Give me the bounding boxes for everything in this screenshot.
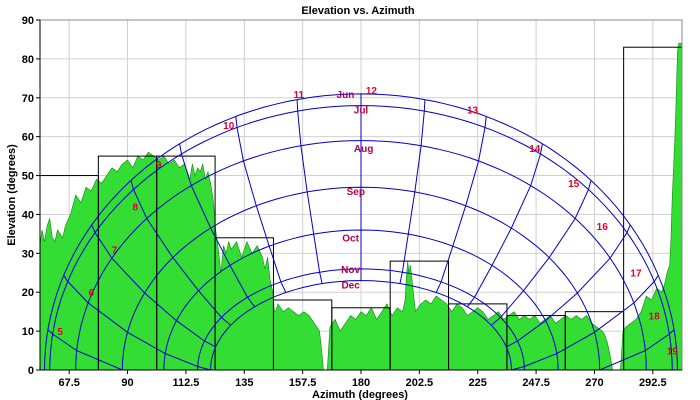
- hour-path-10: [235, 116, 287, 293]
- month-label-jun: Jun: [337, 90, 355, 101]
- hour-label-5: 5: [57, 327, 63, 338]
- y-tick-label-3: 30: [22, 248, 34, 260]
- x-tick-label-6: 202.5: [406, 377, 434, 389]
- y-tick-label-9: 90: [22, 15, 34, 27]
- x-tick-label-8: 247.5: [522, 377, 550, 389]
- hour-path-6: [63, 275, 211, 371]
- y-tick-label-5: 50: [22, 171, 34, 183]
- x-tick-label-2: 112.5: [172, 377, 199, 389]
- path-labels: 5 6 7 8 9 10 11 12 13 14 15 16 17 18 19 Jun Jul Aug Sep Oct…: [57, 86, 678, 358]
- month-label-sep: Sep: [347, 187, 365, 198]
- x-tick-label-3: 135: [235, 377, 253, 389]
- x-tick-label-4: 157.5: [289, 377, 317, 389]
- y-tick-label-2: 20: [22, 287, 34, 299]
- hour-path-15: [466, 143, 543, 308]
- x-tick-label-5: 180: [352, 377, 370, 389]
- month-label-aug: Aug: [354, 144, 373, 155]
- hour-path-7: [91, 224, 216, 348]
- hour-label-18: 18: [649, 311, 661, 322]
- hour-path-8: [130, 180, 232, 326]
- x-tick-label-0: 67.5: [58, 377, 79, 389]
- hour-path-16: [490, 180, 592, 326]
- y-tick-label-1: 10: [22, 326, 34, 338]
- month-label-oct: Oct: [342, 234, 359, 245]
- hour-label-13: 13: [467, 105, 479, 116]
- chart-title: Elevation vs. Azimuth: [301, 5, 415, 17]
- hour-label-11: 11: [293, 90, 304, 101]
- hour-path-11: [296, 99, 323, 284]
- hour-label-17: 17: [630, 269, 642, 280]
- y-tick-label-6: 60: [22, 132, 34, 144]
- x-tick-label-7: 225: [469, 377, 487, 389]
- hour-label-12: 12: [366, 86, 378, 97]
- hour-path-14: [435, 116, 487, 293]
- y-tick-label-0: 0: [28, 365, 34, 377]
- month-label-jul: Jul: [354, 105, 369, 116]
- hour-path-13: [399, 99, 426, 284]
- hour-path-9: [179, 143, 256, 308]
- y-tick-label-4: 40: [22, 209, 34, 221]
- hour-path-18: [511, 275, 659, 371]
- hour-label-6: 6: [88, 288, 94, 299]
- hour-label-8: 8: [133, 203, 139, 214]
- hour-label-10: 10: [223, 121, 235, 132]
- tick-labels: 67.5 90 112.5 135 157.5 180 202.5 225 247.5 270 29…: [22, 15, 667, 389]
- hour-label-16: 16: [597, 222, 609, 233]
- hour-path-17: [506, 224, 631, 348]
- y-axis-label: Elevation (degrees): [6, 144, 18, 246]
- hour-label-14: 14: [529, 144, 541, 155]
- hour-label-19: 19: [667, 346, 679, 357]
- y-tick-label-7: 70: [22, 93, 34, 105]
- month-label-nov: Nov: [341, 265, 360, 276]
- x-axis-label: Azimuth (degrees): [312, 389, 408, 400]
- hour-label-7: 7: [112, 245, 118, 256]
- hour-label-9: 9: [156, 160, 162, 171]
- x-tick-label-9: 270: [585, 377, 603, 389]
- hour-label-15: 15: [568, 179, 580, 190]
- x-tick-label-1: 90: [121, 377, 133, 389]
- y-tick-label-8: 80: [22, 54, 34, 66]
- month-label-dec: Dec: [341, 280, 360, 291]
- x-tick-label-10: 292.5: [639, 377, 667, 389]
